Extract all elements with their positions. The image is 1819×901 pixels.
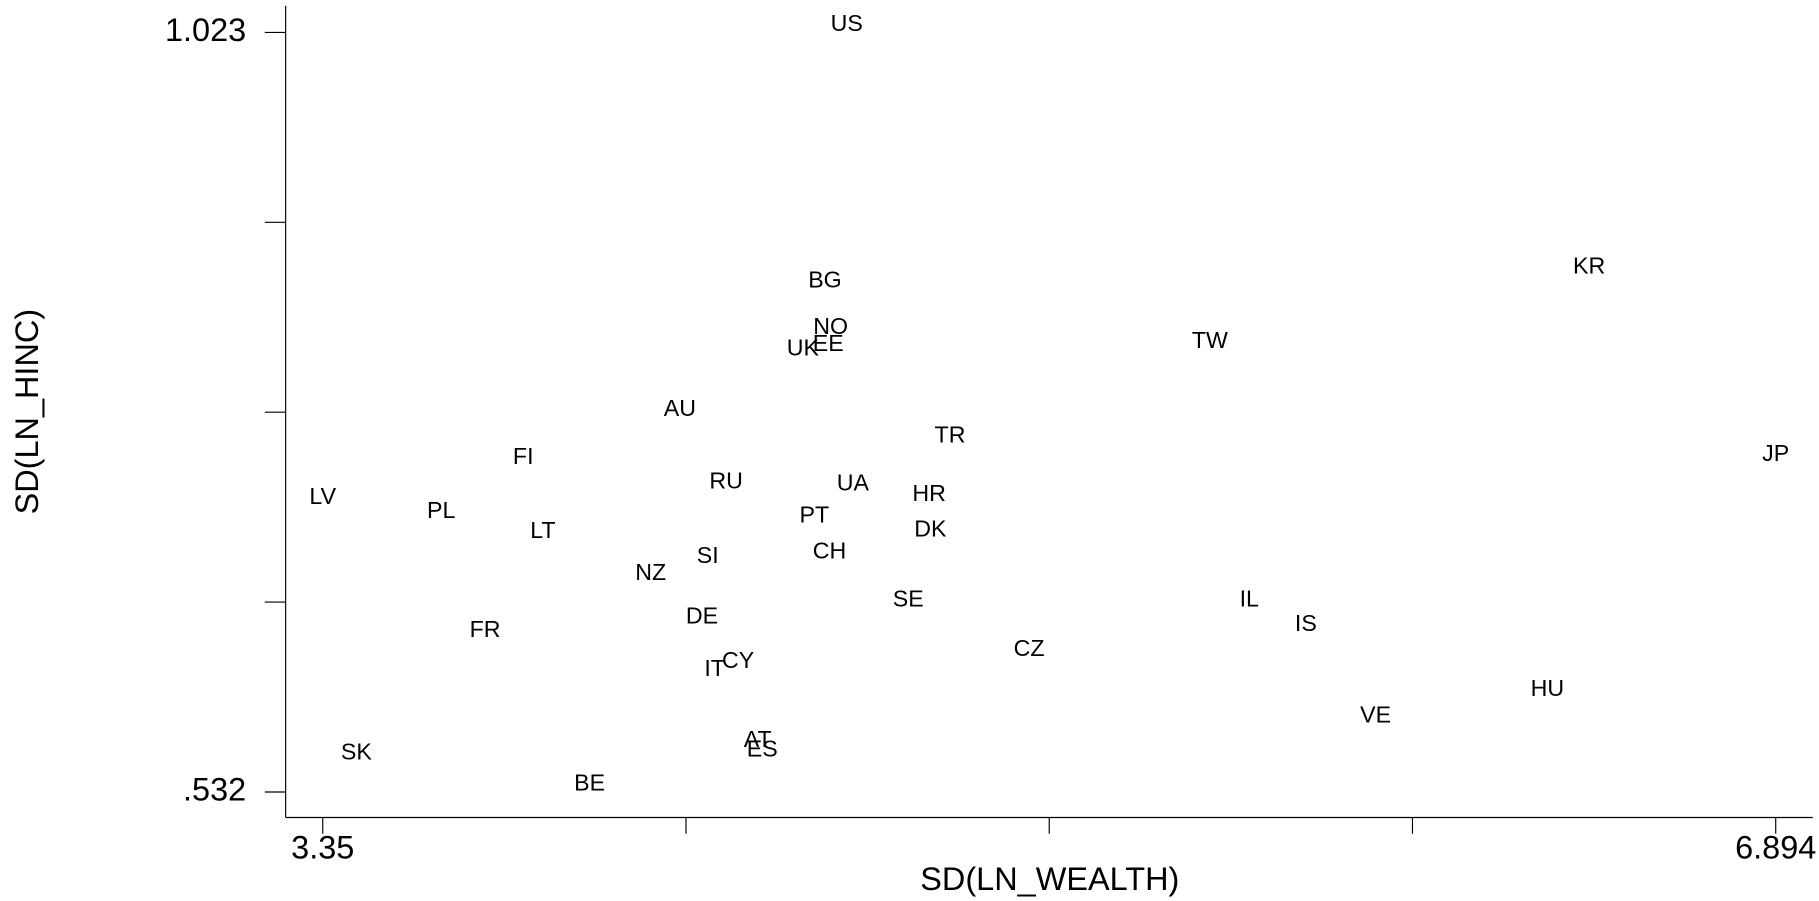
point-label: PT bbox=[799, 502, 829, 528]
point-label: NO bbox=[813, 313, 848, 339]
point-label: AT bbox=[744, 726, 772, 752]
y-axis-title: SD(LN_HINC) bbox=[9, 309, 45, 515]
point-label: CY bbox=[722, 647, 754, 673]
x-axis-title: SD(LN_WEALTH) bbox=[920, 861, 1179, 897]
y-tick-label: 1.023 bbox=[165, 12, 246, 48]
point-label: IS bbox=[1295, 610, 1317, 636]
point-label: FR bbox=[470, 616, 501, 642]
point-label: PL bbox=[427, 497, 455, 523]
point-label: SK bbox=[341, 738, 372, 764]
point-label: LV bbox=[309, 483, 336, 509]
x-tick-label: 6.894 bbox=[1735, 830, 1816, 866]
point-label: ES bbox=[747, 735, 778, 761]
point-label: CZ bbox=[1014, 635, 1045, 661]
point-label: LT bbox=[530, 517, 555, 543]
point-label: TR bbox=[935, 421, 966, 447]
point-label: IT bbox=[704, 655, 725, 681]
point-label: SI bbox=[697, 542, 719, 568]
point-label: CH bbox=[813, 537, 847, 563]
point-label: US bbox=[831, 10, 863, 36]
point-label: DK bbox=[914, 516, 947, 542]
point-label: KR bbox=[1573, 253, 1605, 279]
point-label: SE bbox=[893, 585, 924, 611]
point-label: IL bbox=[1240, 585, 1259, 611]
point-label: UK bbox=[787, 335, 820, 361]
x-tick-label: 3.35 bbox=[291, 830, 354, 866]
point-label: NZ bbox=[635, 559, 666, 585]
point-label: VE bbox=[1360, 701, 1391, 727]
point-label: FI bbox=[513, 443, 534, 469]
point-label: UA bbox=[837, 469, 870, 495]
point-label: EE bbox=[813, 330, 844, 356]
point-label: BG bbox=[808, 267, 842, 293]
y-tick-label: .532 bbox=[183, 772, 246, 808]
point-label: HU bbox=[1531, 675, 1564, 701]
point-label: TW bbox=[1192, 327, 1228, 353]
point-label: DE bbox=[686, 602, 718, 628]
point-label: HR bbox=[912, 480, 946, 506]
point-label: JP bbox=[1762, 440, 1789, 466]
point-label: RU bbox=[709, 468, 743, 494]
point-label: AU bbox=[664, 395, 696, 421]
point-label: BE bbox=[574, 769, 605, 795]
